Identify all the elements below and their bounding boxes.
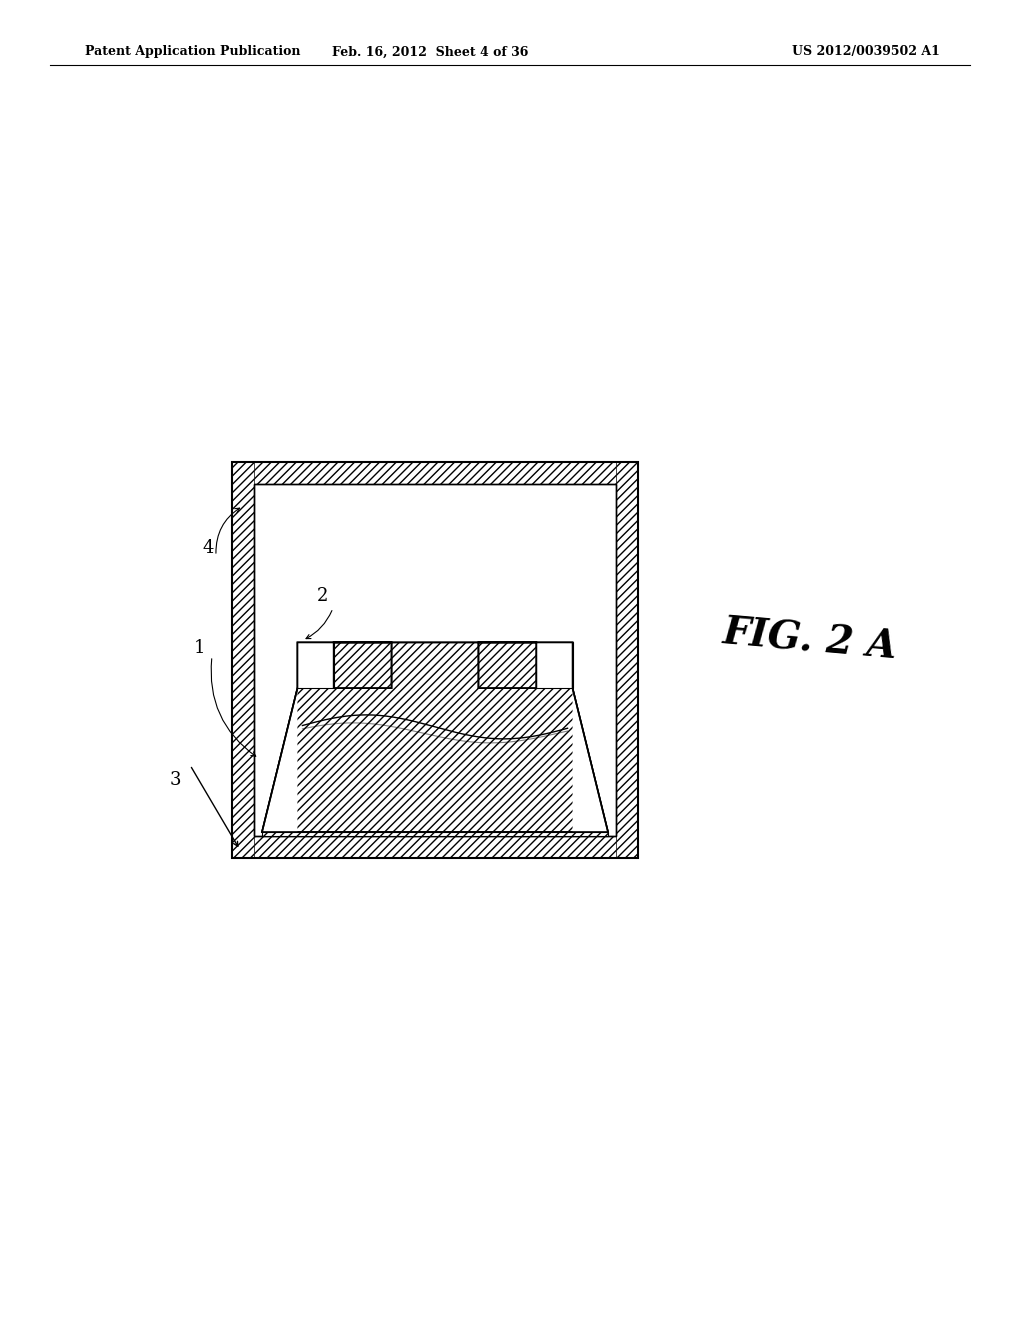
Polygon shape <box>262 643 608 832</box>
Bar <box>616 462 638 858</box>
Polygon shape <box>297 643 334 688</box>
Polygon shape <box>537 643 572 688</box>
Polygon shape <box>262 688 297 832</box>
Text: Patent Application Publication: Patent Application Publication <box>85 45 300 58</box>
Text: 4: 4 <box>203 539 214 557</box>
Bar <box>232 462 254 858</box>
Text: US 2012/0039502 A1: US 2012/0039502 A1 <box>793 45 940 58</box>
Polygon shape <box>572 688 608 832</box>
Bar <box>232 462 638 484</box>
Bar <box>254 484 616 836</box>
Bar <box>262 832 608 836</box>
FancyArrowPatch shape <box>211 659 256 756</box>
FancyArrowPatch shape <box>306 611 332 639</box>
Bar <box>254 484 616 836</box>
Text: Feb. 16, 2012  Sheet 4 of 36: Feb. 16, 2012 Sheet 4 of 36 <box>332 45 528 58</box>
FancyArrowPatch shape <box>216 508 240 553</box>
FancyArrowPatch shape <box>191 767 238 846</box>
Bar <box>232 836 638 858</box>
Text: 1: 1 <box>195 639 206 657</box>
Bar <box>232 462 638 858</box>
Text: 3: 3 <box>169 771 181 789</box>
Text: FIG. 2 A: FIG. 2 A <box>721 614 899 667</box>
Text: 2: 2 <box>317 587 329 605</box>
